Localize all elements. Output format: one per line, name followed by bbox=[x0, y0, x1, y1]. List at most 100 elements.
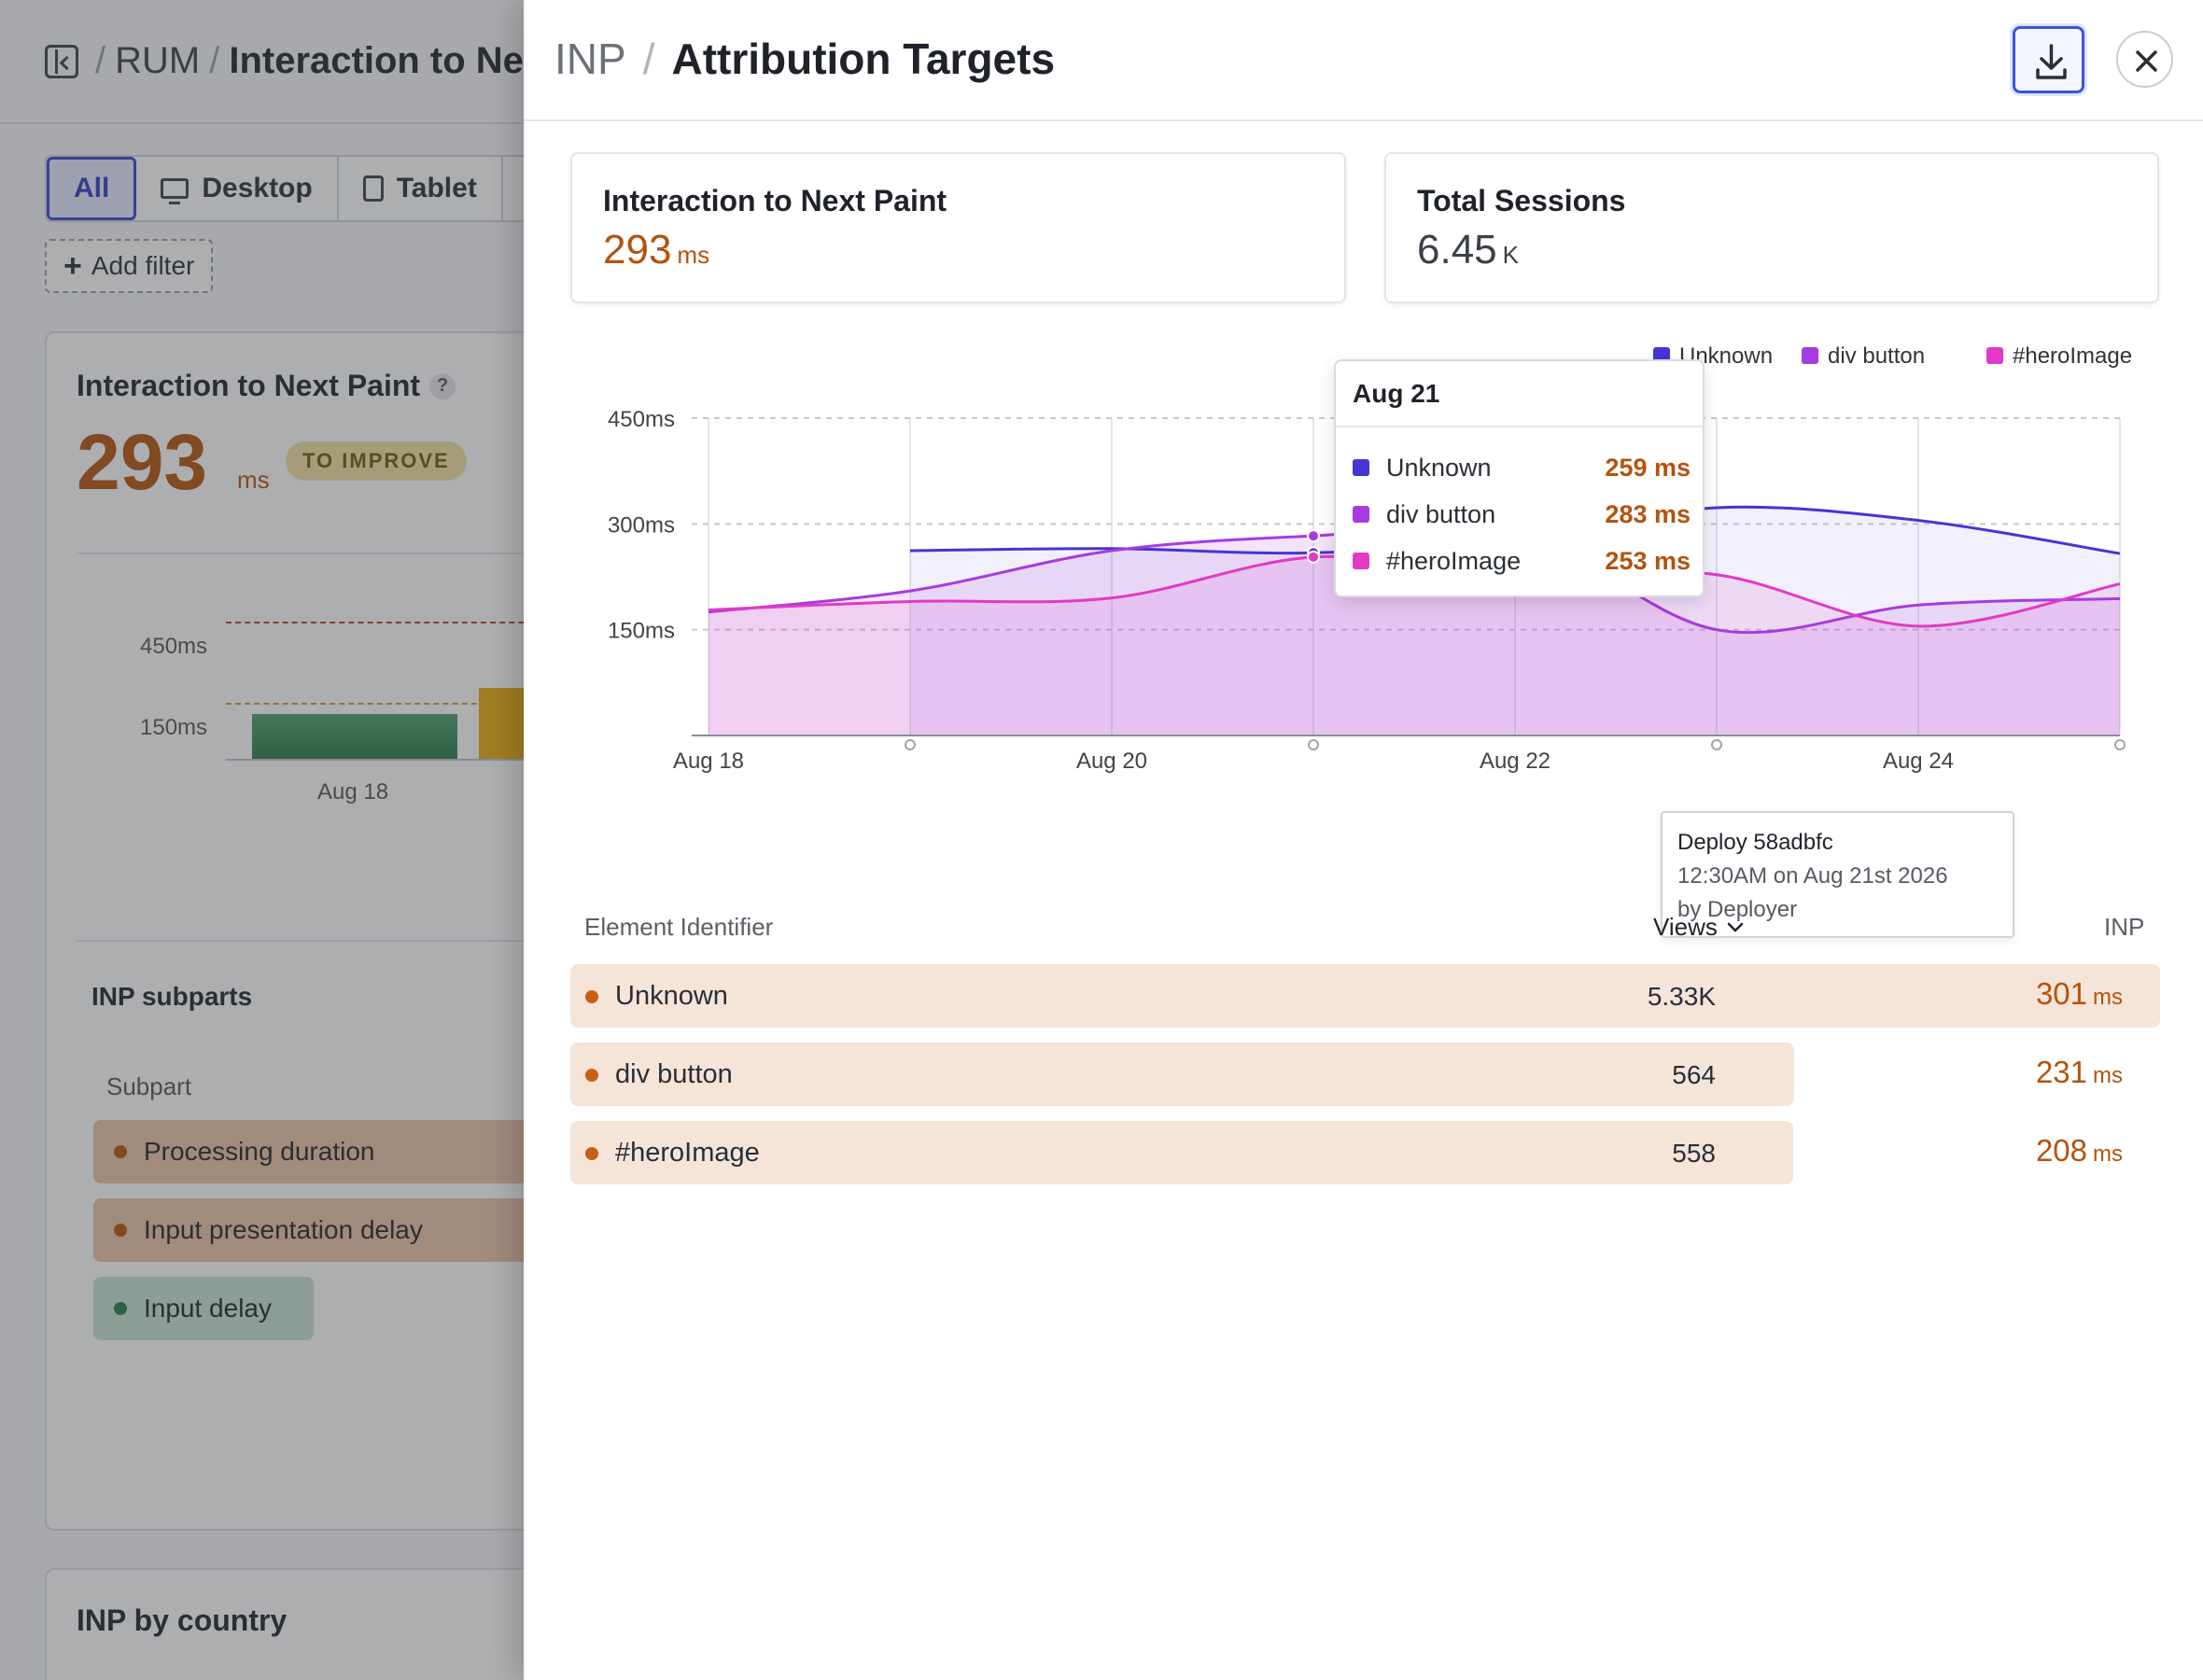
x-tick-label: Aug 24 bbox=[1883, 749, 1954, 774]
tooltip-series-name: div button bbox=[1386, 499, 1496, 528]
legend-swatch bbox=[1353, 459, 1369, 476]
stat-label: Total Sessions bbox=[1417, 184, 1626, 217]
inp-value: 231 ms bbox=[1899, 1055, 2123, 1090]
deploy-time: 12:30AM on Aug 21st 2026 bbox=[1677, 863, 1948, 889]
tooltip-row: Unknown 259 ms bbox=[1353, 449, 1691, 486]
mini-x-label: Aug 18 bbox=[317, 779, 389, 805]
sessions-stat-card: Total Sessions 6.45 K bbox=[1384, 152, 2159, 303]
inp-unit: ms bbox=[2093, 1063, 2123, 1088]
device-tabs: All Desktop Tablet bbox=[45, 155, 574, 222]
subpart-label: Input presentation delay bbox=[144, 1215, 423, 1244]
inp-card-unit: ms bbox=[237, 466, 270, 494]
tab-desktop-label: Desktop bbox=[202, 173, 313, 203]
table-row[interactable]: #heroImage 558 208 ms bbox=[570, 1121, 2160, 1184]
add-filter-button[interactable]: + Add filter bbox=[45, 239, 214, 293]
y-tick-label: 150ms bbox=[608, 619, 675, 644]
hover-point bbox=[1307, 529, 1320, 543]
tab-all-label: All bbox=[74, 173, 110, 203]
views-share-bar bbox=[570, 1043, 1794, 1106]
deploy-marker bbox=[2114, 739, 2126, 750]
close-button[interactable] bbox=[2116, 31, 2173, 88]
deploy-title: Deploy 58adbfc bbox=[1677, 830, 1833, 855]
views-count: 564 bbox=[1672, 1060, 1716, 1089]
deploy-marker bbox=[905, 739, 916, 750]
tab-tablet-label: Tablet bbox=[396, 173, 477, 203]
download-button[interactable] bbox=[2013, 26, 2084, 93]
stat-label: Interaction to Next Paint bbox=[603, 184, 947, 217]
subpart-label: Input delay bbox=[144, 1294, 272, 1323]
series-area-unknown bbox=[910, 507, 2120, 735]
sidebar-toggle-icon[interactable] bbox=[45, 44, 78, 78]
inp-unit: ms bbox=[2093, 985, 2123, 1010]
tooltip-date: Aug 21 bbox=[1336, 361, 1703, 427]
add-filter-label: Add filter bbox=[91, 251, 195, 280]
breadcrumb-inp[interactable]: INP bbox=[554, 35, 626, 83]
threshold-line-poor bbox=[226, 622, 581, 623]
inp-stat-card: Interaction to Next Paint 293 ms bbox=[570, 152, 1346, 303]
element-name: #heroImage bbox=[615, 1138, 760, 1168]
inp-card-value: 293 bbox=[77, 418, 208, 506]
breadcrumb-current: Interaction to Nex bbox=[229, 40, 545, 81]
views-share-bar bbox=[570, 964, 2160, 1028]
inp-value: 208 ms bbox=[1899, 1133, 2123, 1169]
series-area-heroimage bbox=[709, 556, 2120, 735]
inp-timeseries-chart[interactable]: 450ms 300ms 150ms Aug 18 Aug 20 Aug 22 Aug 24 U… bbox=[524, 317, 2203, 784]
legend-label: div button bbox=[1828, 343, 1925, 369]
series-area-divbutton bbox=[709, 524, 2120, 735]
column-header-views[interactable]: Views bbox=[1653, 913, 1744, 942]
inp-by-country-title: INP by country bbox=[77, 1603, 288, 1637]
stat-number: 6.45 bbox=[1417, 227, 1497, 273]
legend-swatch bbox=[1353, 506, 1369, 523]
breadcrumb-separator: / bbox=[642, 35, 655, 83]
breadcrumb-rum[interactable]: RUM bbox=[115, 40, 201, 81]
status-dot bbox=[585, 1146, 598, 1160]
tablet-icon bbox=[362, 175, 384, 202]
close-icon bbox=[2136, 50, 2157, 72]
views-share-bar bbox=[570, 1121, 1793, 1184]
subpart-label: Processing duration bbox=[144, 1137, 375, 1166]
inp-number: 301 bbox=[2035, 976, 2087, 1011]
divider bbox=[77, 553, 599, 554]
help-icon[interactable]: ? bbox=[429, 372, 456, 399]
tab-desktop[interactable]: Desktop bbox=[136, 157, 339, 220]
inp-unit: ms bbox=[2093, 1141, 2123, 1167]
hover-point bbox=[1307, 550, 1320, 564]
inp-number: 231 bbox=[2035, 1055, 2087, 1089]
page-title: Attribution Targets bbox=[671, 35, 1056, 83]
stat-value: 6.45 K bbox=[1417, 227, 1519, 273]
legend-swatch bbox=[1802, 347, 1818, 364]
views-count: 558 bbox=[1672, 1139, 1716, 1168]
element-name: div button bbox=[615, 1059, 733, 1089]
inp-value: 301 ms bbox=[1899, 976, 2123, 1012]
column-header-inp: INP bbox=[2104, 913, 2145, 941]
element-identifier: Unknown bbox=[585, 981, 728, 1012]
x-tick-label: Aug 18 bbox=[673, 749, 744, 774]
status-dot bbox=[114, 1224, 127, 1237]
views-count: 5.33K bbox=[1647, 982, 1716, 1011]
drawer-title: INP / Attribution Targets bbox=[554, 34, 1055, 84]
threshold-line-good bbox=[226, 703, 581, 705]
chevron-down-icon bbox=[1727, 922, 1744, 932]
divider bbox=[77, 940, 599, 942]
monitor-icon bbox=[161, 178, 189, 204]
deploy-marker bbox=[1308, 739, 1319, 750]
tab-all[interactable]: All bbox=[47, 157, 137, 220]
status-dot bbox=[114, 1302, 127, 1315]
breadcrumb-separator: / bbox=[95, 40, 106, 81]
element-name: Unknown bbox=[615, 981, 728, 1011]
subpart-row[interactable]: Input delay bbox=[93, 1277, 314, 1340]
tooltip-series-name: #heroImage bbox=[1386, 546, 1522, 575]
tab-tablet[interactable]: Tablet bbox=[339, 157, 503, 220]
mini-bar bbox=[252, 714, 457, 759]
y-tick-label: 450ms bbox=[608, 407, 675, 432]
tooltip-series-value: 283 ms bbox=[1605, 499, 1691, 528]
status-badge: TO IMPROVE bbox=[286, 441, 467, 481]
table-row[interactable]: div button 564 231 ms bbox=[570, 1043, 2160, 1106]
tooltip-series-value: 253 ms bbox=[1605, 546, 1691, 575]
x-tick-label: Aug 22 bbox=[1480, 749, 1551, 774]
x-tick-label: Aug 20 bbox=[1076, 749, 1147, 774]
stat-unit: K bbox=[1502, 241, 1519, 269]
attribution-drawer: INP / Attribution Targets Interaction to… bbox=[524, 0, 2203, 1680]
table-row[interactable]: Unknown 5.33K 301 ms bbox=[570, 964, 2160, 1028]
tooltip-row: #heroImage 253 ms bbox=[1353, 542, 1691, 580]
